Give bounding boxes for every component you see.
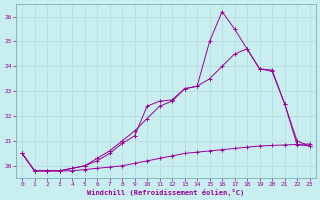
X-axis label: Windchill (Refroidissement éolien,°C): Windchill (Refroidissement éolien,°C) (87, 189, 244, 196)
